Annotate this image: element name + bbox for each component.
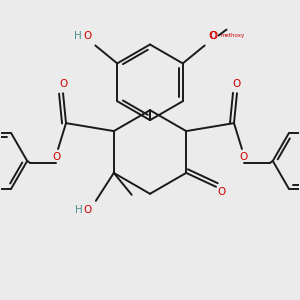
Text: methoxy: methoxy bbox=[220, 33, 245, 38]
Text: O: O bbox=[83, 31, 92, 40]
Text: O: O bbox=[210, 31, 218, 40]
Text: O: O bbox=[208, 31, 217, 40]
Text: O: O bbox=[52, 152, 60, 162]
Text: O: O bbox=[84, 205, 92, 215]
Text: H: H bbox=[75, 205, 83, 215]
Text: O: O bbox=[217, 187, 225, 197]
Text: O: O bbox=[59, 79, 67, 89]
Text: O: O bbox=[233, 79, 241, 89]
Text: H: H bbox=[74, 31, 81, 40]
Text: O: O bbox=[240, 152, 248, 162]
